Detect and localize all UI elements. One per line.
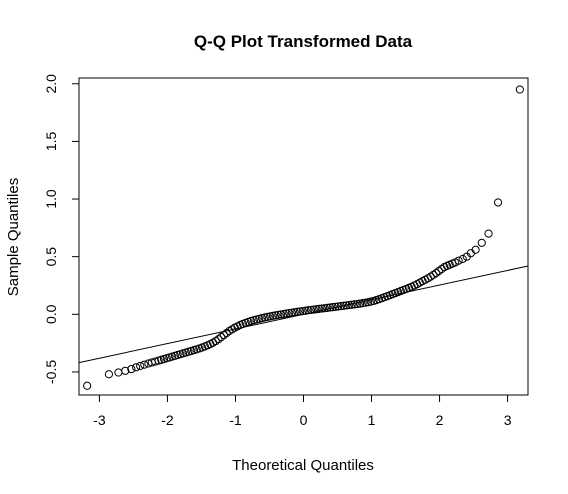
x-tick-label: 3 [504, 412, 512, 428]
data-point [309, 305, 318, 314]
data-point [347, 300, 356, 309]
data-point [127, 364, 136, 374]
data-point [493, 198, 503, 207]
data-point [515, 85, 524, 94]
data-point [342, 301, 351, 310]
data-point [353, 299, 362, 309]
data-point [429, 270, 438, 279]
data-point [454, 256, 463, 265]
data-point [271, 311, 280, 320]
data-point [274, 310, 283, 319]
data-point [211, 336, 220, 346]
data-point [331, 302, 340, 311]
x-axis-label: Theoretical Quantiles [232, 457, 374, 474]
data-point [355, 299, 365, 308]
data-point [222, 328, 231, 338]
data-point [104, 370, 114, 379]
x-tick-label: 1 [368, 412, 376, 428]
data-point [334, 302, 343, 311]
y-tick-label: 0.0 [43, 304, 59, 324]
data-point [432, 268, 441, 278]
y-axis: -0.5 0.0 0.5 1.0 1.5 2.0 [43, 74, 79, 384]
y-tick-label: 1.5 [43, 131, 59, 151]
y-tick-label: 2.0 [43, 74, 59, 94]
data-point [315, 304, 324, 313]
data-point [323, 303, 332, 312]
plot-frame [78, 77, 529, 396]
data-point [306, 305, 316, 315]
data-point [114, 368, 123, 377]
data-point [458, 254, 467, 264]
data-point [471, 245, 480, 254]
data-point [336, 302, 346, 311]
y-tick-label: -0.5 [43, 360, 59, 384]
data-point [320, 304, 329, 313]
data-point [317, 304, 326, 313]
data-point [328, 303, 337, 312]
x-tick-label: -1 [229, 412, 242, 428]
data-point [214, 335, 223, 344]
data-point [295, 307, 305, 316]
data-point [344, 300, 354, 310]
data-point [151, 357, 160, 366]
data-point [304, 306, 313, 315]
data-point [339, 301, 348, 310]
data-point [293, 307, 302, 316]
data-point [290, 308, 299, 317]
data-point [301, 306, 310, 315]
data-point [484, 229, 493, 238]
data-point [121, 366, 130, 375]
y-axis-label: Sample Quantiles [5, 178, 22, 296]
data-point [276, 310, 286, 319]
data-point [140, 360, 149, 369]
x-tick-label: 0 [300, 412, 308, 428]
plot-area [78, 85, 529, 390]
data-point [83, 381, 92, 390]
x-axis: -3 -2 -1 0 1 2 3 [93, 395, 512, 428]
data-point [287, 308, 297, 317]
data-point [434, 266, 443, 276]
data-point [282, 309, 291, 318]
chart-title: Q-Q Plot Transformed Data [194, 32, 413, 51]
data-point [312, 305, 321, 314]
data-point [219, 330, 229, 340]
data-point [279, 309, 288, 319]
data-point [285, 308, 294, 318]
data-point [477, 238, 486, 247]
y-tick-label: 0.5 [43, 247, 59, 267]
data-point [268, 311, 277, 320]
data-point [217, 333, 226, 342]
data-point [358, 299, 367, 308]
data-point [132, 363, 141, 372]
data-point [350, 300, 359, 309]
y-tick-label: 1.0 [43, 189, 59, 209]
data-point [136, 361, 145, 371]
x-tick-label: 2 [436, 412, 444, 428]
x-tick-label: -2 [161, 412, 174, 428]
x-tick-label: -3 [93, 412, 106, 428]
data-point [298, 306, 307, 316]
data-point [361, 298, 370, 307]
data-point [325, 303, 335, 312]
